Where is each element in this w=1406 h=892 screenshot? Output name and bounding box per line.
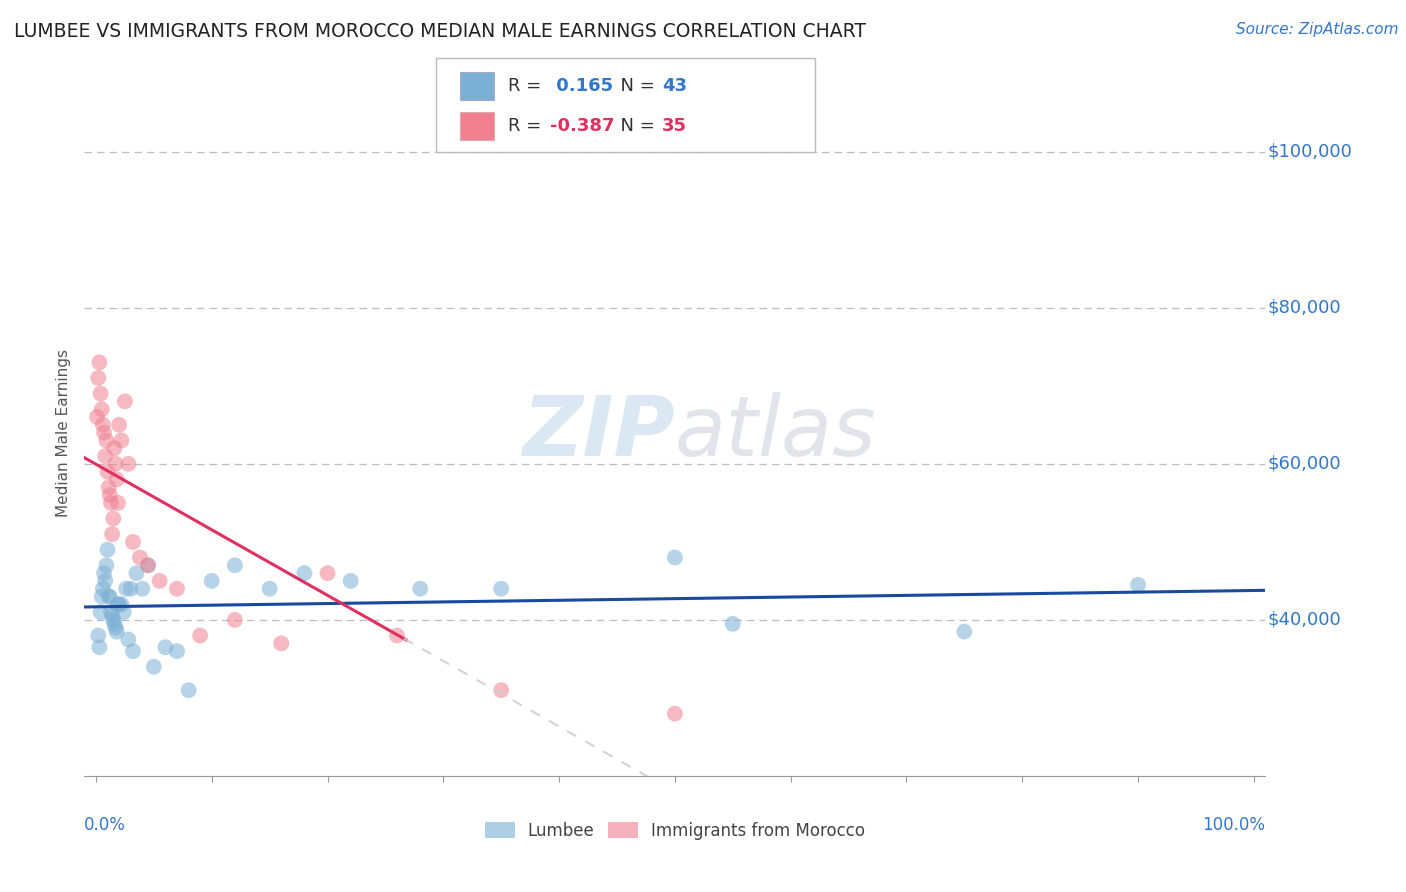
Point	[107, 598, 129, 612]
Point	[93, 425, 115, 440]
Point	[108, 598, 131, 612]
Point	[105, 473, 128, 487]
Text: $100,000: $100,000	[1268, 143, 1353, 161]
Point	[664, 706, 686, 721]
Point	[96, 465, 118, 479]
Text: 43: 43	[662, 78, 688, 95]
Point	[155, 640, 177, 655]
Text: -0.387: -0.387	[550, 117, 614, 135]
Text: N =: N =	[609, 78, 661, 95]
Point	[90, 402, 112, 417]
Point	[91, 582, 114, 596]
Point	[339, 574, 361, 588]
Text: $60,000: $60,000	[1268, 455, 1341, 473]
Point	[316, 566, 339, 580]
Point	[136, 558, 159, 573]
Point	[94, 449, 117, 463]
Point	[97, 480, 120, 494]
Point	[100, 496, 122, 510]
Point	[721, 616, 744, 631]
Point	[131, 582, 153, 596]
Text: 0.0%: 0.0%	[84, 816, 127, 834]
Point	[259, 582, 281, 596]
Point	[87, 371, 110, 385]
Text: LUMBEE VS IMMIGRANTS FROM MOROCCO MEDIAN MALE EARNINGS CORRELATION CHART: LUMBEE VS IMMIGRANTS FROM MOROCCO MEDIAN…	[14, 22, 866, 41]
Point	[120, 582, 142, 596]
Point	[108, 417, 131, 432]
Point	[122, 534, 145, 549]
Point	[98, 488, 121, 502]
Point	[292, 566, 315, 580]
Point	[101, 527, 124, 541]
Point	[953, 624, 976, 639]
Point	[122, 644, 145, 658]
Point	[104, 621, 127, 635]
Point	[270, 636, 292, 650]
Point	[489, 582, 512, 596]
Point	[224, 613, 246, 627]
Point	[100, 605, 122, 619]
Point	[117, 457, 139, 471]
Point	[112, 605, 135, 619]
Text: R =: R =	[508, 78, 547, 95]
Point	[103, 441, 125, 455]
Text: $40,000: $40,000	[1268, 611, 1341, 629]
Point	[107, 496, 129, 510]
Text: $80,000: $80,000	[1268, 299, 1341, 317]
Point	[104, 457, 127, 471]
Point	[103, 616, 125, 631]
Point	[224, 558, 246, 573]
Point	[188, 628, 211, 642]
Point	[117, 632, 139, 647]
Point	[101, 609, 124, 624]
Point	[177, 683, 200, 698]
Point	[103, 511, 125, 525]
Point	[93, 566, 115, 580]
Point	[103, 613, 125, 627]
Point	[136, 558, 159, 573]
Point	[201, 574, 224, 588]
Point	[489, 683, 512, 698]
Point	[149, 574, 172, 588]
Point	[89, 355, 111, 369]
Point	[91, 417, 114, 432]
Text: N =: N =	[609, 117, 661, 135]
Text: ZIP: ZIP	[522, 392, 675, 473]
Point	[98, 590, 121, 604]
Point	[129, 550, 152, 565]
Text: R =: R =	[508, 117, 547, 135]
Point	[90, 590, 112, 604]
Text: Source: ZipAtlas.com: Source: ZipAtlas.com	[1236, 22, 1399, 37]
Legend: Lumbee, Immigrants from Morocco: Lumbee, Immigrants from Morocco	[478, 815, 872, 847]
Point	[86, 410, 108, 425]
Point	[125, 566, 148, 580]
Point	[89, 640, 111, 655]
Point	[409, 582, 432, 596]
Point	[115, 582, 138, 596]
Point	[96, 542, 118, 557]
Point	[110, 434, 132, 448]
Point	[90, 386, 112, 401]
Point	[385, 628, 408, 642]
Point	[87, 628, 110, 642]
Point	[105, 624, 128, 639]
Point	[114, 394, 136, 409]
Point	[96, 558, 118, 573]
Point	[96, 434, 118, 448]
Point	[664, 550, 686, 565]
Y-axis label: Median Male Earnings: Median Male Earnings	[56, 349, 72, 516]
Point	[166, 582, 188, 596]
Point	[1126, 578, 1149, 592]
Point	[94, 574, 117, 588]
Point	[110, 598, 132, 612]
Point	[142, 660, 165, 674]
Point	[97, 590, 120, 604]
Point	[90, 605, 112, 619]
Text: 35: 35	[662, 117, 688, 135]
Text: 100.0%: 100.0%	[1202, 816, 1265, 834]
Text: 0.165: 0.165	[550, 78, 613, 95]
Point	[166, 644, 188, 658]
Text: atlas: atlas	[675, 392, 876, 473]
